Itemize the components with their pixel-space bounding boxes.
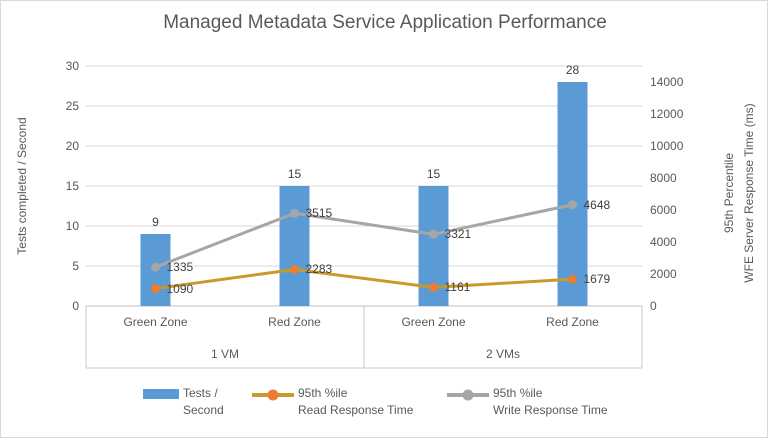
y-axis-left-tick-label: 25 [45,99,79,114]
y-axis-left-tick-label: 20 [45,139,79,154]
line-marker-swatch-icon [447,389,489,401]
legend-label-line1: 95th %ile [298,385,413,402]
legend-label-line2: Write Response Time [493,402,608,419]
category-group-label: 1 VM [211,346,239,362]
write-line-marker[interactable] [151,263,160,272]
y-axis-right-tick-label: 12000 [650,107,683,122]
y-axis-right-tick-label: 10000 [650,139,683,154]
read-response-line[interactable] [156,269,573,288]
bar-data-label: 15 [427,166,440,182]
legend-item-tests-per-second[interactable]: Tests / Second [143,385,224,419]
right-axis-title-line2: WFE Server Response Time (ms) [739,103,759,282]
right-axis-title-line1: 95th Percentile [719,103,739,282]
bar-data-label: 9 [152,214,159,230]
y-axis-right-tick-label: 4000 [650,235,677,250]
line-data-label: 1335 [167,259,194,275]
line-data-label: 3515 [306,205,333,221]
read-line-marker[interactable] [568,275,577,284]
category-zone-label: Red Zone [268,314,321,330]
write-line-marker[interactable] [568,200,577,209]
bar-data-label: 28 [566,62,579,78]
category-group-label: 2 VMs [486,346,520,362]
bar-tests-per-second[interactable] [280,186,310,306]
legend-item-read-response-time[interactable]: 95th %ile Read Response Time [252,385,413,419]
y-axis-right-tick-label: 14000 [650,75,683,90]
bar-data-label: 15 [288,166,301,182]
plot-area [1,1,768,438]
legend-label-line1: 95th %ile [493,385,608,402]
y-axis-left-tick-label: 5 [45,259,79,274]
line-data-label: 2283 [306,261,333,277]
line-data-label: 3321 [445,226,472,242]
category-zone-label: Red Zone [546,314,599,330]
chart-title: Managed Metadata Service Application Per… [1,12,768,34]
y-axis-right-tick-label: 6000 [650,203,677,218]
legend-label-line2: Second [183,402,224,419]
line-data-label: 1161 [445,279,471,295]
y-axis-left-tick-label: 30 [45,59,79,74]
line-data-label: 4648 [584,197,611,213]
legend-label-line2: Read Response Time [298,402,413,419]
legend-label-line1: Tests / [183,385,224,402]
write-line-marker[interactable] [290,209,299,218]
category-zone-label: Green Zone [401,314,465,330]
y-axis-left-tick-label: 10 [45,219,79,234]
y-axis-left-tick-label: 0 [45,299,79,314]
right-axis-title: 95th Percentile WFE Server Response Time… [719,103,759,282]
read-line-marker[interactable] [429,283,438,292]
y-axis-right-tick-label: 8000 [650,171,677,186]
y-axis-left-tick-label: 15 [45,179,79,194]
write-line-marker[interactable] [429,230,438,239]
left-axis-title: Tests completed / Second [15,117,29,254]
read-line-marker[interactable] [151,284,160,293]
line-data-label: 1090 [167,281,194,297]
line-data-label: 1679 [584,271,611,287]
read-line-marker[interactable] [290,265,299,274]
bar-swatch-icon [143,389,179,399]
y-axis-right-tick-label: 2000 [650,267,677,282]
y-axis-right-tick-label: 0 [650,299,657,314]
category-zone-label: Green Zone [123,314,187,330]
line-marker-swatch-icon [252,389,294,401]
write-response-line[interactable] [156,205,573,267]
chart: 9 15 15 28 1090 2283 1161 1679 1335 3515 3321 4648 0… [0,0,768,438]
legend-item-write-response-time[interactable]: 95th %ile Write Response Time [447,385,608,419]
